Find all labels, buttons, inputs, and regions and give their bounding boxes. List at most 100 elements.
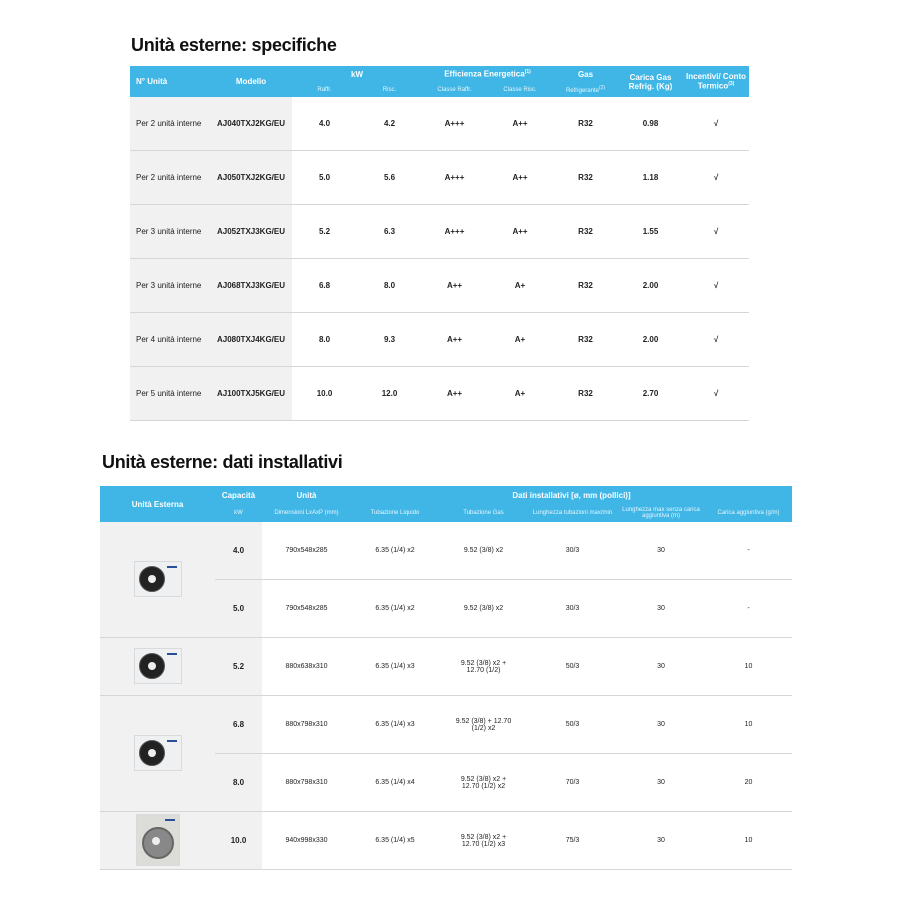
cell-carica: - xyxy=(705,522,793,580)
cell-gas: 9.52 (3/8) x2 xyxy=(439,522,528,580)
table-row: Per 3 unità interne AJ052TXJ3KG/EU 5.2 6.3 A… xyxy=(130,204,750,259)
cell-lunghezza: 30/3 xyxy=(528,522,617,580)
unit-image-cell xyxy=(100,811,215,870)
cell-liquido: 6.35 (1/4) x5 xyxy=(351,811,439,870)
cell-classe-raffr: A+++ xyxy=(422,204,487,259)
cell-capacita: 8.0 xyxy=(215,753,262,812)
cell-carica: 1.18 xyxy=(618,150,684,205)
header-unita-esterna: Unità Esterna xyxy=(100,486,215,522)
specifiche-table: N° Unità Modello kW Efficienza Energetic… xyxy=(130,66,750,421)
cell-risc: 12.0 xyxy=(357,366,422,421)
cell-incentivi: √ xyxy=(683,258,750,313)
header-gas: Tubazione Gas xyxy=(439,504,528,522)
cell-max-senza: 30 xyxy=(617,579,705,638)
cell-gas: R32 xyxy=(553,366,619,421)
cell-carica: 10 xyxy=(705,811,793,870)
fan-icon xyxy=(138,652,165,679)
cell-n-unita: Per 5 unità interne xyxy=(130,366,210,421)
header-incentivi: Incentivi/ Conto Termico(3) xyxy=(683,66,750,97)
cell-classe-risc: A+ xyxy=(487,258,554,313)
cell-max-senza: 30 xyxy=(617,811,705,870)
cell-raffr: 4.0 xyxy=(292,97,357,151)
header-refrigerante: Refrigerante(2) xyxy=(553,82,619,97)
installativi-table: Unità Esterna Capacità Unità Dati instal… xyxy=(100,486,793,870)
cell-modello: AJ080TXJ4KG/EU xyxy=(210,312,292,367)
logo-mark xyxy=(164,818,175,821)
cell-modello: AJ100TXJ5KG/EU xyxy=(210,366,292,421)
installativi-title: Unità esterne: dati installativi xyxy=(102,452,343,472)
cell-capacita: 6.8 xyxy=(215,695,262,754)
header-dimensioni: Dimensioni LxAxP (mm) xyxy=(262,504,351,522)
cell-modello: AJ052TXJ3KG/EU xyxy=(210,204,292,259)
cell-raffr: 6.8 xyxy=(292,258,357,313)
cell-modello: AJ040TXJ2KG/EU xyxy=(210,97,292,151)
cell-classe-risc: A+ xyxy=(487,366,554,421)
cell-dimensioni: 880x798x310 xyxy=(262,695,351,754)
cell-carica: 10 xyxy=(705,637,793,696)
table-row: Per 3 unità interne AJ068TXJ3KG/EU 6.8 8.0 A… xyxy=(130,258,750,313)
cell-gas: R32 xyxy=(553,150,619,205)
cell-raffr: 5.0 xyxy=(292,150,357,205)
cell-n-unita: Per 3 unità interne xyxy=(130,258,210,313)
cell-gas: 9.52 (3/8) x2 + 12.70 (1/2) x2 xyxy=(439,753,528,812)
cell-raffr: 8.0 xyxy=(292,312,357,367)
cell-max-senza: 30 xyxy=(617,753,705,812)
cell-lunghezza: 70/3 xyxy=(528,753,617,812)
unit-image-cell xyxy=(100,522,215,638)
cell-classe-risc: A++ xyxy=(487,97,554,151)
cell-n-unita: Per 3 unità interne xyxy=(130,204,210,259)
cell-carica: 2.70 xyxy=(618,366,684,421)
outdoor-unit-image xyxy=(133,647,182,684)
cell-n-unita: Per 4 unità interne xyxy=(130,312,210,367)
table-row: Per 5 unità interne AJ100TXJ5KG/EU 10.0 12.… xyxy=(130,366,750,421)
cell-gas: R32 xyxy=(553,97,619,151)
cell-modello: AJ050TXJ2KG/EU xyxy=(210,150,292,205)
cell-max-senza: 30 xyxy=(617,522,705,580)
cell-n-unita: Per 2 unità interne xyxy=(130,150,210,205)
header-risc: Risc. xyxy=(357,82,422,97)
cell-gas: 9.52 (3/8) x2 xyxy=(439,579,528,638)
cell-classe-raffr: A++ xyxy=(422,312,487,367)
cell-liquido: 6.35 (1/4) x3 xyxy=(351,695,439,754)
cell-risc: 9.3 xyxy=(357,312,422,367)
header-efficienza: Efficienza Energetica(1) xyxy=(422,66,554,82)
cell-gas: 9.52 (3/8) x2 + 12.70 (1/2) xyxy=(439,637,528,696)
cell-liquido: 6.35 (1/4) x3 xyxy=(351,637,439,696)
cell-risc: 5.6 xyxy=(357,150,422,205)
table-row: 6.8 880x798x310 6.35 (1/4) x3 9.52 (3/8) + … xyxy=(100,695,793,812)
cell-capacita: 5.0 xyxy=(215,579,262,638)
outdoor-unit-image xyxy=(133,560,182,597)
cell-carica: 2.00 xyxy=(618,258,684,313)
header-unita: Unità xyxy=(262,486,351,504)
cell-n-unita: Per 2 unità interne xyxy=(130,97,210,151)
cell-dimensioni: 940x998x330 xyxy=(262,811,351,870)
header-lunghezza: Lunghezza tubazioni max/min xyxy=(528,504,617,522)
cell-liquido: 6.35 (1/4) x2 xyxy=(351,579,439,638)
header-kw: kW xyxy=(292,66,422,82)
header-raffr: Raffr. xyxy=(292,82,357,97)
cell-incentivi: √ xyxy=(683,312,750,367)
cell-dimensioni: 790x548x285 xyxy=(262,579,351,638)
cell-max-senza: 30 xyxy=(617,695,705,754)
cell-modello: AJ068TXJ3KG/EU xyxy=(210,258,292,313)
cell-classe-raffr: A++ xyxy=(422,366,487,421)
table-row: 5.2 880x638x310 6.35 (1/4) x3 9.52 (3/8) x2… xyxy=(100,637,793,696)
table-row: 5.0 790x548x285 6.35 (1/4) x2 9.52 (3/8) x2… xyxy=(100,579,793,638)
unit-image-cell xyxy=(100,695,215,812)
cell-dimensioni: 790x548x285 xyxy=(262,522,351,580)
header-classe-risc: Classe Risc. xyxy=(487,82,554,97)
cell-risc: 8.0 xyxy=(357,258,422,313)
cell-gas: R32 xyxy=(553,258,619,313)
cell-lunghezza: 50/3 xyxy=(528,695,617,754)
unit-image-cell xyxy=(100,637,215,696)
cell-incentivi: √ xyxy=(683,150,750,205)
header-gas: Gas xyxy=(553,66,619,82)
cell-gas: 9.52 (3/8) x2 + 12.70 (1/2) x3 xyxy=(439,811,528,870)
table-row: 8.0 880x798x310 6.35 (1/4) x4 9.52 (3/8) x2… xyxy=(100,753,793,812)
cell-incentivi: √ xyxy=(683,204,750,259)
cell-dimensioni: 880x798x310 xyxy=(262,753,351,812)
cell-incentivi: √ xyxy=(683,97,750,151)
fan-icon xyxy=(138,739,165,766)
cell-carica: - xyxy=(705,579,793,638)
cell-classe-raffr: A+++ xyxy=(422,97,487,151)
